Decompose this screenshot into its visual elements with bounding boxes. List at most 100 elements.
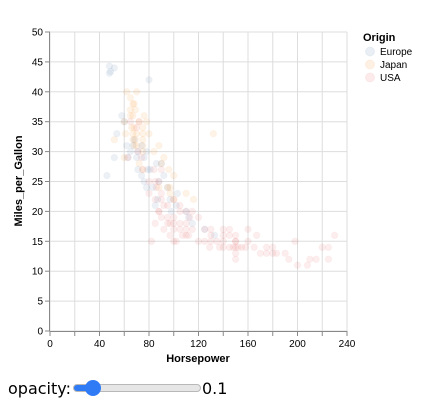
opacity-slider[interactable] <box>72 379 201 397</box>
data-point-usa <box>303 261 312 270</box>
data-point-usa <box>200 225 209 234</box>
data-point-usa <box>225 243 234 252</box>
data-point-europe <box>117 111 126 120</box>
data-point-usa <box>188 207 197 216</box>
data-point-japan <box>135 159 143 168</box>
data-point-usa <box>241 243 250 252</box>
legend-title: Origin <box>363 32 396 44</box>
y-tick-label: 5 <box>37 297 43 308</box>
data-point-japan <box>163 183 172 192</box>
data-point-usa <box>157 213 166 222</box>
data-point-europe <box>120 117 129 126</box>
x-tick-label: 120 <box>190 339 207 350</box>
data-point-usa <box>231 243 240 252</box>
data-point-usa <box>166 231 174 240</box>
data-point-usa <box>182 231 190 240</box>
data-point-usa <box>268 243 277 252</box>
data-point-usa <box>229 243 237 252</box>
data-point-usa <box>163 219 172 228</box>
data-point-usa <box>213 237 221 246</box>
data-point-usa <box>186 213 194 222</box>
y-tick-label: 15 <box>32 237 44 248</box>
y-axis-title: Miles_per_Gallon <box>13 135 25 226</box>
data-point-japan <box>140 111 148 120</box>
data-point-japan <box>130 141 138 150</box>
data-point-europe <box>140 177 148 186</box>
data-point-europe <box>145 76 153 84</box>
data-point-usa <box>231 249 240 258</box>
data-point-europe <box>137 171 146 180</box>
data-point-usa <box>182 207 190 216</box>
data-point-europe <box>106 67 115 76</box>
data-point-usa <box>139 165 147 174</box>
data-point-usa <box>207 237 215 246</box>
legend-label-japan: Japan <box>380 60 407 71</box>
x-tick-label: 40 <box>94 339 106 350</box>
data-point-japan <box>169 195 178 204</box>
data-point-usa <box>219 231 228 240</box>
data-point-japan <box>135 117 143 126</box>
data-point-usa <box>219 225 228 234</box>
data-point-usa <box>169 195 178 204</box>
data-point-europe <box>157 159 166 168</box>
data-point-usa <box>176 219 184 228</box>
data-point-usa <box>244 237 252 246</box>
data-point-usa <box>163 201 172 210</box>
data-point-usa <box>169 213 178 222</box>
data-point-japan <box>157 159 166 168</box>
data-point-japan <box>139 165 147 174</box>
data-point-europe <box>110 153 119 162</box>
data-point-usa <box>324 243 333 252</box>
data-point-usa <box>126 117 135 126</box>
data-point-europe <box>140 153 148 162</box>
data-point-europe <box>137 141 146 150</box>
data-point-japan <box>126 111 135 120</box>
legend-swatch-japan <box>365 59 375 70</box>
data-point-japan <box>120 153 129 162</box>
scatter-chart: 0 40 80 120 160 200 240 0 5 10 15 20 25 30 35 40 45 50 Ho… <box>13 28 413 366</box>
data-point-usa <box>231 237 240 246</box>
data-point-usa <box>225 231 234 240</box>
x-tick-label: 160 <box>240 339 257 350</box>
data-point-japan <box>129 111 137 120</box>
data-point-europe <box>103 171 111 180</box>
data-point-japan <box>126 105 135 114</box>
legend-label-usa: USA <box>380 73 401 84</box>
data-point-japan <box>209 129 218 138</box>
data-point-europe <box>173 189 182 198</box>
data-point-usa <box>215 243 224 252</box>
data-point-usa <box>151 195 159 204</box>
data-point-japan <box>189 195 198 204</box>
y-tick-label: 30 <box>32 147 44 158</box>
data-point-usa <box>176 207 184 216</box>
data-point-usa <box>169 225 178 234</box>
data-point-usa <box>281 249 289 258</box>
y-tick-label: 50 <box>32 28 44 39</box>
data-point-europe <box>167 207 176 216</box>
data-point-usa <box>155 207 163 216</box>
axes: 0 40 80 120 160 200 240 0 5 10 15 20 25 30 35 40 45 50 <box>32 28 356 351</box>
data-point-usa <box>312 255 320 264</box>
data-point-usa <box>151 177 159 186</box>
y-tick-label: 0 <box>37 327 43 338</box>
data-point-usa <box>262 243 271 252</box>
data-point-japan <box>169 171 178 180</box>
data-point-europe <box>113 129 121 138</box>
points <box>103 62 339 270</box>
data-point-usa <box>137 153 146 162</box>
data-point-usa <box>184 231 193 240</box>
data-point-usa <box>152 183 161 192</box>
data-point-usa <box>132 123 141 132</box>
data-point-usa <box>124 153 132 162</box>
data-point-japan <box>130 123 138 132</box>
data-point-japan <box>139 147 147 156</box>
y-tick-label: 10 <box>32 267 44 278</box>
data-point-usa <box>169 237 178 246</box>
data-point-usa <box>306 255 314 264</box>
data-point-europe <box>146 165 155 174</box>
data-point-usa <box>151 219 159 228</box>
data-point-usa <box>182 225 190 234</box>
data-point-japan <box>129 99 137 108</box>
data-point-usa <box>182 219 190 228</box>
data-point-europe <box>163 183 172 192</box>
